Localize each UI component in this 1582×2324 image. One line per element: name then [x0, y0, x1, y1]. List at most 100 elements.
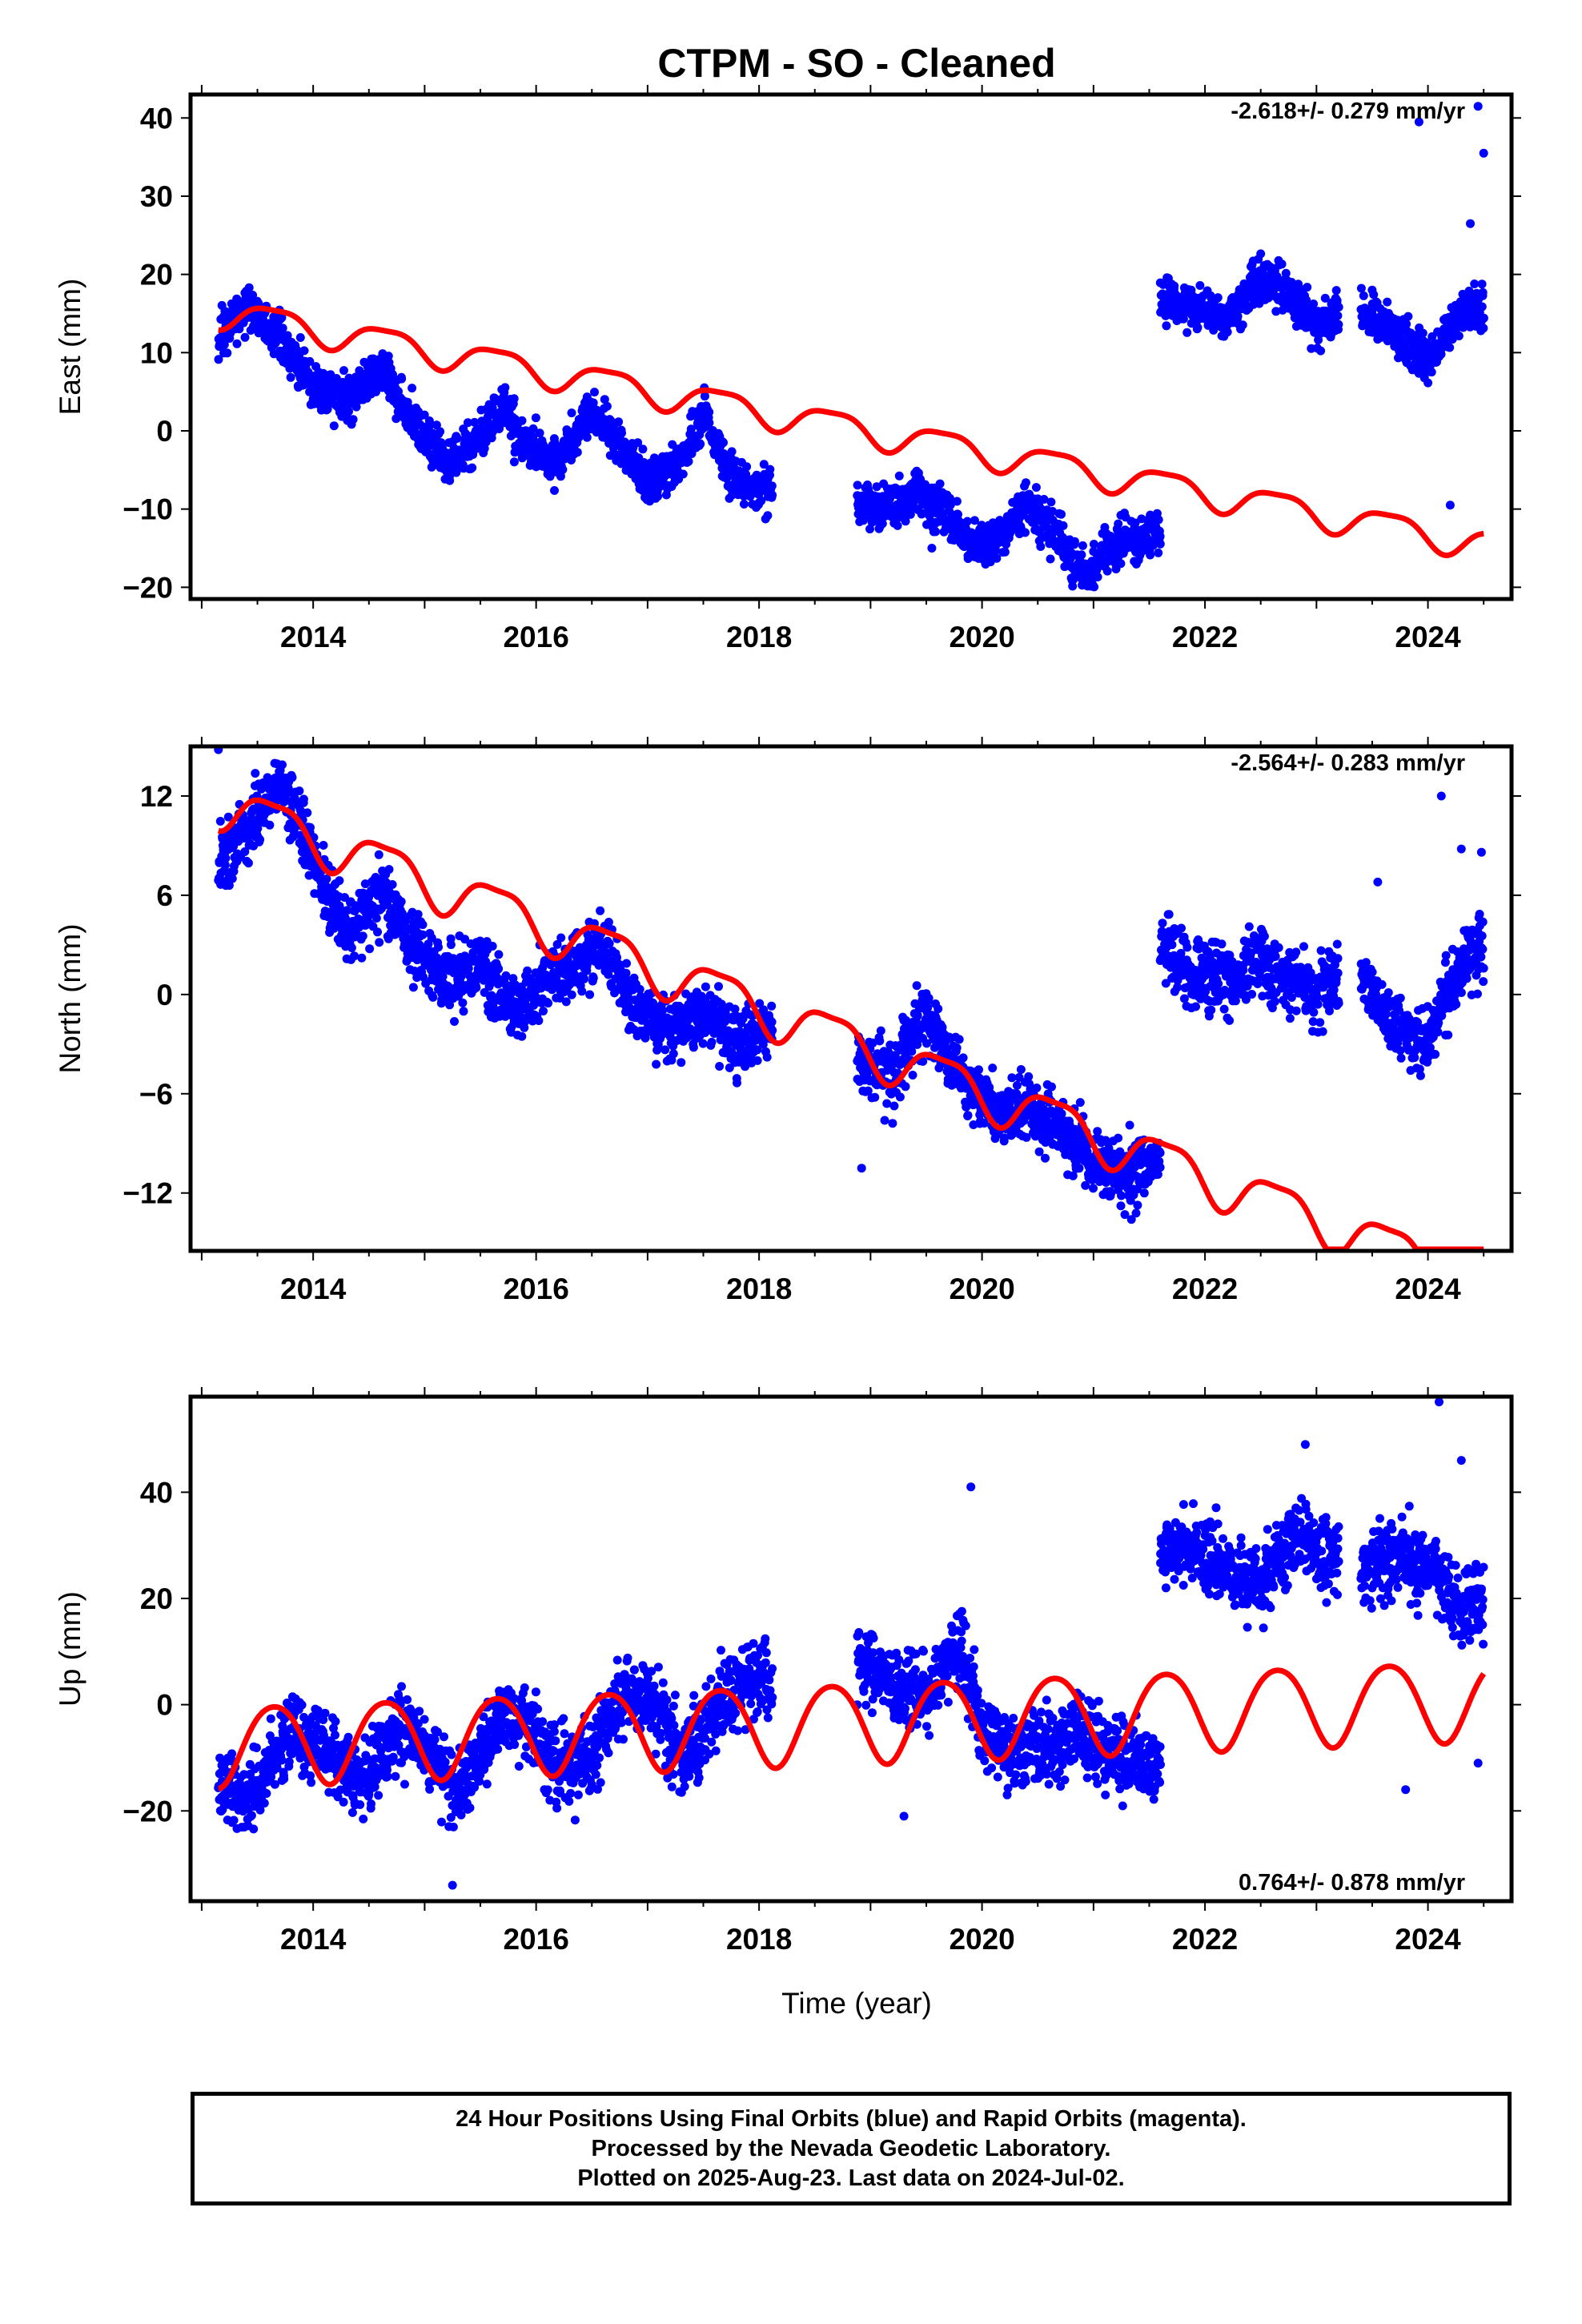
east-obs-point	[1000, 547, 1010, 557]
north-obs-point	[459, 1007, 468, 1016]
north-obs-point	[494, 964, 504, 974]
north-obs-point	[458, 998, 468, 1007]
east-obs-point	[1213, 293, 1223, 303]
east-y-tick-label: −20	[122, 571, 173, 604]
east-obs-point	[424, 416, 434, 425]
north-obs-point	[714, 982, 723, 991]
east-obs-point	[1195, 281, 1205, 290]
north-obs-point	[895, 1092, 905, 1102]
east-obs-point	[1367, 285, 1377, 295]
north-obs-point	[544, 999, 553, 1008]
east-obs-point	[1116, 559, 1126, 569]
north-obs-point	[251, 769, 260, 778]
east-obs-point	[517, 416, 527, 425]
east-obs-point	[739, 500, 749, 509]
north-obs-point	[396, 897, 406, 907]
east-obs-point	[614, 417, 624, 427]
east-obs-point	[767, 481, 777, 491]
north-obs-point	[652, 1059, 661, 1069]
east-obs-point	[244, 283, 254, 292]
east-obs-point	[1403, 312, 1413, 321]
east-obs-point	[1454, 332, 1464, 340]
east-obs-point	[572, 448, 582, 457]
east-obs-point	[1331, 286, 1341, 296]
north-obs-point	[472, 983, 481, 992]
east-obs-point	[1182, 328, 1192, 337]
north-obs-point	[523, 966, 532, 975]
north-obs-point	[428, 992, 438, 1002]
east-obs-point	[339, 366, 348, 376]
north-obs-point	[698, 1039, 708, 1048]
east-obs-point	[329, 421, 339, 431]
east-y-tick-label: 30	[140, 180, 173, 213]
north-obs-point	[585, 990, 595, 999]
east-obs-point	[1058, 521, 1068, 530]
east-x-tick-label: 2024	[1395, 621, 1461, 653]
east-obs-point	[1046, 554, 1055, 564]
east-obs-point	[351, 402, 361, 412]
north-obs-point	[265, 820, 275, 830]
north-obs-point	[767, 1001, 777, 1011]
east-obs-point	[436, 427, 445, 436]
east-obs-point	[1090, 582, 1099, 592]
east-obs-point	[1057, 509, 1066, 519]
north-obs-point	[534, 1016, 544, 1025]
east-obs-point	[1154, 548, 1163, 557]
east-axis-label: East (mm)	[54, 279, 86, 416]
east-obs-point	[1423, 378, 1433, 388]
north-obs-point	[677, 1058, 686, 1068]
north-obs-point	[295, 786, 304, 796]
east-obs-point	[295, 333, 305, 342]
east-obs-point	[858, 516, 868, 525]
east-obs-point	[1114, 519, 1123, 529]
east-obs-point	[214, 355, 223, 364]
east-obs-point	[1383, 297, 1392, 307]
east-obs-point	[1233, 312, 1243, 321]
east-obs-point	[931, 527, 941, 537]
north-obs-point	[517, 1031, 527, 1041]
north-obs-point	[408, 983, 418, 992]
north-obs-point	[221, 854, 231, 863]
east-obs-point	[277, 313, 287, 323]
east-obs-point	[705, 408, 714, 417]
north-obs-point	[350, 951, 359, 961]
east-obs-point	[1093, 573, 1102, 581]
north-obs-point	[255, 835, 265, 844]
east-obs-point	[470, 417, 480, 427]
east-obs-point	[853, 480, 862, 490]
east-obs-point	[240, 332, 250, 342]
east-obs-point	[445, 476, 455, 485]
east-obs-point	[1479, 313, 1488, 323]
east-y-tick-label: 10	[140, 336, 173, 369]
east-obs-point	[1036, 542, 1046, 551]
north-obs-point	[588, 973, 598, 983]
north-obs-point	[539, 1007, 548, 1015]
north-obs-point	[952, 1043, 962, 1052]
east-x-tick-label: 2018	[726, 621, 792, 653]
east-obs-point	[590, 388, 599, 397]
north-obs-point	[371, 914, 381, 923]
north-obs-point	[907, 1047, 917, 1056]
east-obs-point	[1209, 325, 1219, 335]
east-obs-point	[371, 387, 380, 396]
north-obs-point	[243, 858, 253, 868]
north-obs-point	[446, 940, 456, 950]
east-obs-point	[894, 471, 904, 480]
north-obs-point	[762, 1052, 772, 1062]
north-obs-point	[387, 880, 397, 889]
east-obs-point	[1155, 539, 1165, 549]
east-obs-point	[531, 413, 540, 423]
east-obs-point	[1070, 537, 1079, 546]
north-obs-point	[596, 906, 605, 915]
east-obs-point	[1277, 259, 1287, 269]
north-obs-point	[924, 993, 934, 1003]
east-obs-point	[1479, 324, 1488, 333]
north-obs-point	[912, 981, 921, 991]
north-obs-point	[365, 944, 375, 954]
north-obs-point	[450, 1017, 459, 1026]
east-obs-point	[550, 486, 559, 495]
north-obs-point	[358, 931, 367, 941]
east-obs-point	[1477, 302, 1487, 312]
east-obs-point	[1445, 343, 1455, 352]
